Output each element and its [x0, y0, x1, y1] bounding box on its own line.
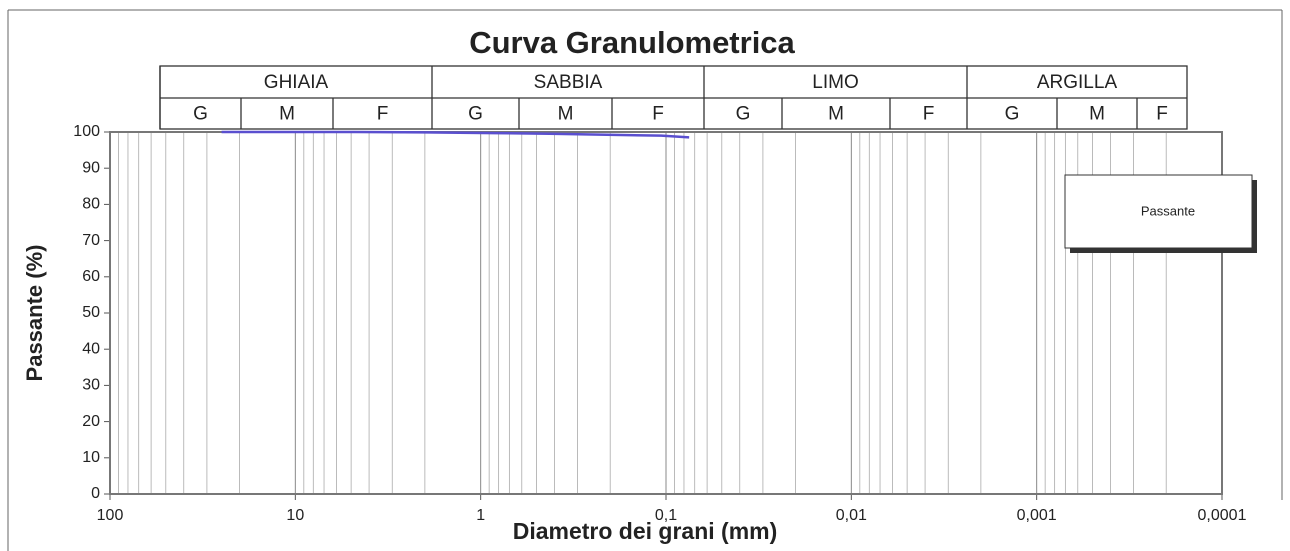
subclass-label: M — [279, 104, 295, 125]
y-tick-label: 10 — [82, 449, 100, 466]
x-tick-label: 10 — [286, 507, 304, 524]
series-line — [221, 130, 690, 139]
y-tick-label: 80 — [82, 196, 100, 213]
subclass-label: F — [652, 104, 664, 125]
class-label: SABBIA — [534, 72, 603, 93]
class-label: LIMO — [812, 72, 858, 93]
subclass-label: F — [377, 104, 389, 125]
x-tick-label: 0,1 — [655, 507, 677, 524]
x-tick-label: 0,01 — [836, 507, 867, 524]
y-tick-label: 20 — [82, 413, 100, 430]
x-tick-label: 100 — [97, 507, 124, 524]
legend-label: Passante — [1141, 203, 1195, 218]
subclass-label: F — [923, 104, 935, 125]
class-label: ARGILLA — [1037, 72, 1118, 93]
subclass-label: M — [828, 104, 844, 125]
x-tick-label: 0,0001 — [1198, 507, 1247, 524]
y-tick-label: 60 — [82, 268, 100, 285]
y-axis-label: Passante (%) — [22, 245, 47, 382]
subclass-label: M — [558, 104, 574, 125]
y-tick-label: 40 — [82, 340, 100, 357]
subclass-label: G — [468, 104, 483, 125]
class-label: GHIAIA — [264, 72, 329, 93]
subclass-label: G — [1005, 104, 1020, 125]
subclass-label: G — [193, 104, 208, 125]
subclass-label: F — [1156, 104, 1168, 125]
y-tick-label: 70 — [82, 232, 100, 249]
y-tick-label: 30 — [82, 377, 100, 394]
y-tick-label: 100 — [73, 123, 100, 140]
subclass-label: G — [736, 104, 751, 125]
subclass-label: M — [1089, 104, 1105, 125]
plot-border — [109, 131, 1223, 495]
x-axis-label: Diametro dei grani (mm) — [513, 518, 778, 544]
x-tick-label: 0,001 — [1017, 507, 1057, 524]
chart-title: Curva Granulometrica — [469, 25, 795, 60]
legend-box — [1064, 174, 1253, 249]
y-tick-label: 50 — [82, 304, 100, 321]
x-tick-label: 1 — [476, 507, 485, 524]
y-tick-label: 90 — [82, 159, 100, 176]
y-tick-label: 0 — [91, 485, 100, 502]
